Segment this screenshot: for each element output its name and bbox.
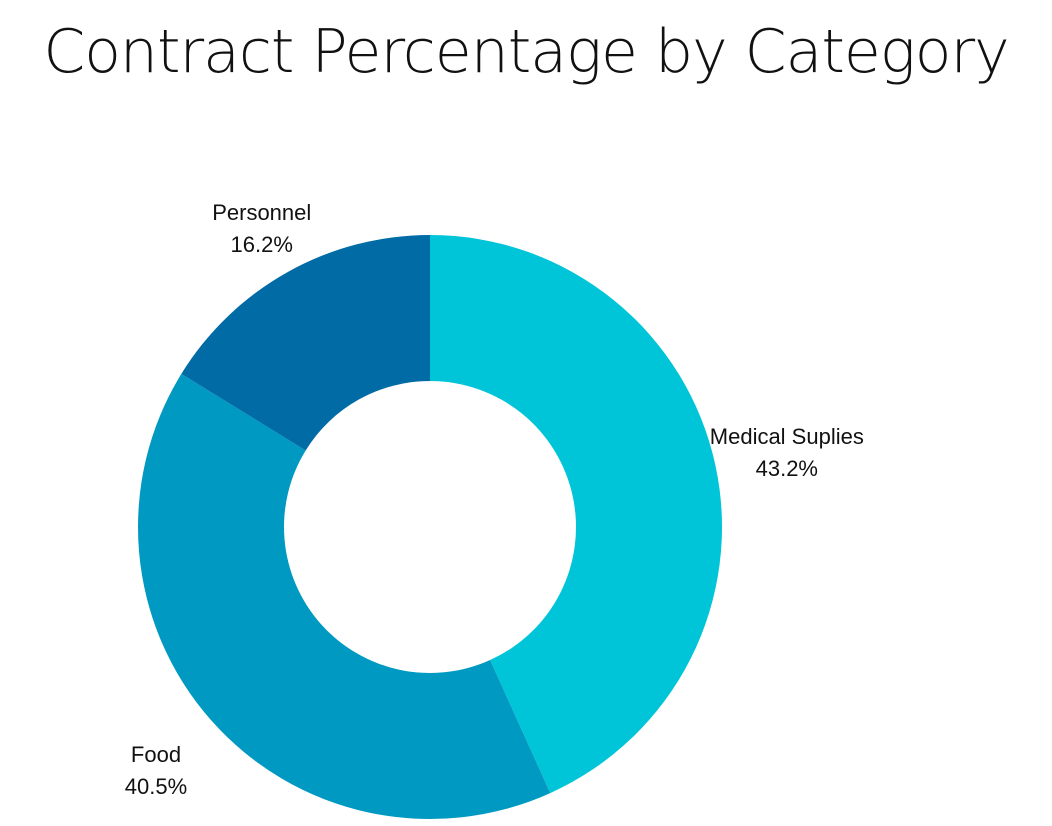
slice-personnel <box>181 235 430 451</box>
slice-percent-label: 40.5% <box>125 774 187 799</box>
slice-name-label: Food <box>131 742 181 767</box>
slice-name-label: Personnel <box>212 200 311 225</box>
slice-medical-suplies <box>430 235 722 794</box>
slice-percent-label: 43.2% <box>756 456 818 481</box>
chart-title: Contract Percentage by Category <box>43 17 1009 87</box>
slice-name-label: Medical Suplies <box>710 424 864 449</box>
slice-percent-label: 16.2% <box>231 232 293 257</box>
slice-food <box>138 373 551 819</box>
